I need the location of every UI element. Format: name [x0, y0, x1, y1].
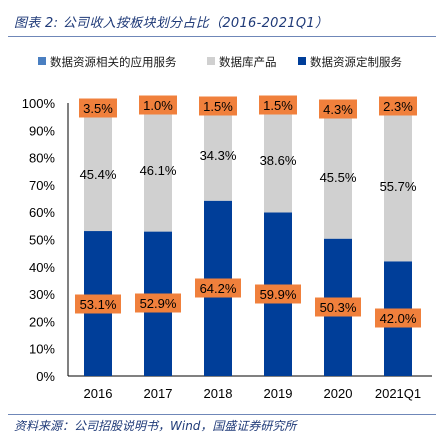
source-note: 资料来源：公司招股说明书，Wind，国盛证券研究所 — [14, 419, 297, 433]
data-label-database-products: 55.7% — [380, 179, 417, 194]
x-tick-label: 2017 — [144, 386, 173, 401]
bar-database-products — [264, 103, 292, 213]
data-label-box — [139, 95, 177, 115]
data-label-custom-services: 52.9% — [140, 296, 177, 311]
y-tick-label: 10% — [29, 342, 55, 357]
data-label-box — [315, 297, 361, 317]
data-label-custom-services: 50.3% — [320, 300, 357, 315]
legend-label: 数据库产品 — [219, 55, 277, 69]
data-label-custom-services: 53.1% — [80, 297, 117, 312]
y-tick-label: 90% — [29, 123, 55, 138]
legend-swatch — [298, 57, 306, 65]
y-tick-label: 50% — [29, 233, 55, 248]
x-tick-label: 2019 — [264, 386, 293, 401]
x-tick-label: 2018 — [204, 386, 233, 401]
data-label-box — [375, 308, 421, 328]
stacked-bar-chart: 数据资源相关的应用服务 数据库产品 数据资源定制服务 0% 10% 20% 30% 40% 50… — [22, 55, 432, 401]
legend-swatch — [38, 57, 46, 65]
data-label-box — [135, 293, 181, 313]
legend-label: 数据资源相关的应用服务 — [50, 55, 177, 69]
data-label-custom-services: 42.0% — [380, 311, 417, 326]
legend-swatch — [207, 57, 215, 65]
data-label-database-products: 34.3% — [200, 148, 237, 163]
y-tick-label: 80% — [29, 151, 55, 166]
data-label-box — [75, 294, 121, 314]
bar-database-products — [144, 103, 172, 232]
data-label-database-products: 46.1% — [140, 163, 177, 178]
data-label-app-services: 2.3% — [383, 99, 413, 114]
title-divider — [8, 36, 436, 37]
data-label-database-products: 38.6% — [260, 153, 297, 168]
x-tick-label: 2016 — [84, 386, 113, 401]
data-label-box — [379, 96, 417, 116]
bar-database-products — [324, 103, 352, 239]
bar-database-products — [84, 103, 112, 232]
data-label-app-services: 4.3% — [323, 102, 353, 117]
data-label-custom-services: 64.2% — [200, 281, 237, 296]
x-tick-label: 2020 — [324, 386, 353, 401]
data-label-app-services: 1.5% — [203, 99, 233, 114]
data-label-app-services: 1.0% — [143, 98, 173, 113]
x-tick-label: 2021Q1 — [375, 386, 421, 401]
y-tick-label: 40% — [29, 260, 55, 275]
data-label-box — [195, 278, 241, 298]
bar-database-products — [204, 103, 232, 201]
y-tick-label: 60% — [29, 205, 55, 220]
y-tick-label: 100% — [22, 96, 56, 111]
y-tick-label: 20% — [29, 314, 55, 329]
data-label-box — [79, 98, 117, 118]
bar-database-products — [384, 103, 412, 262]
data-label-box — [319, 99, 357, 119]
y-tick-label: 0% — [36, 369, 55, 384]
data-label-database-products: 45.5% — [320, 170, 357, 185]
data-label-box — [199, 96, 237, 116]
y-tick-label: 70% — [29, 178, 55, 193]
data-label-custom-services: 59.9% — [260, 287, 297, 302]
data-label-box — [255, 284, 301, 304]
data-label-app-services: 3.5% — [83, 101, 113, 116]
y-tick-label: 30% — [29, 287, 55, 302]
chart-title: 图表 2: 公司收入按板块划分占比（2016-2021Q1） — [14, 16, 329, 31]
data-label-database-products: 45.4% — [80, 167, 117, 182]
data-label-box — [259, 95, 297, 115]
legend-label: 数据资源定制服务 — [310, 55, 402, 69]
data-label-app-services: 1.5% — [263, 98, 293, 113]
source-divider — [8, 414, 436, 415]
